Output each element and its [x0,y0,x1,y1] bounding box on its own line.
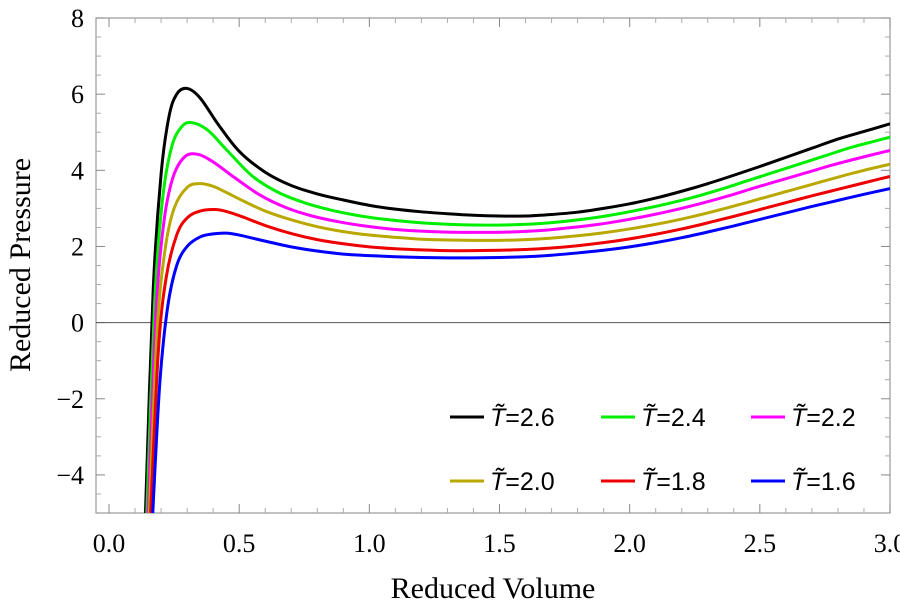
legend-label-1: T̃=2.4 [641,404,706,432]
series-line-0 [143,86,890,513]
series-line-3 [147,162,890,513]
legend-label-3: T̃=2.0 [490,468,555,496]
x-axis-title: Reduced Volume [391,572,596,605]
x-tick-label: 2.0 [613,529,646,558]
series-line-1 [145,120,890,513]
y-tick-label: −4 [56,461,84,490]
series-line-4 [149,174,890,513]
y-tick-label: 2 [71,232,84,261]
x-tick-label: 1.0 [353,529,386,558]
y-tick-label: 0 [71,309,84,338]
legend-label-2: T̃=2.2 [791,404,856,432]
y-tick-label: 8 [71,4,84,33]
x-tick-label: 0.5 [223,529,256,558]
legend-label-0: T̃=2.6 [490,404,555,432]
legend-label-4: T̃=1.8 [641,468,706,496]
legend: T̃=2.6 T̃=2.4 T̃=2.2 T̃=2.0 T̃=1.8 T̃=1.6 [450,404,856,496]
series-line-5 [151,187,890,513]
x-tick-label: 2.5 [744,529,777,558]
y-tick-label: 6 [71,80,84,109]
x-tick-label: 0.0 [93,529,126,558]
y-tick-label: 4 [71,156,84,185]
x-tick-label: 1.5 [483,529,516,558]
y-axis-title: Reduced Pressure [4,158,37,372]
plot-frame [95,17,891,514]
x-tick-label: 3.0 [874,529,900,558]
series-line-2 [146,149,890,513]
y-tick-label: −2 [56,385,84,414]
legend-label-5: T̃=1.6 [791,468,856,496]
